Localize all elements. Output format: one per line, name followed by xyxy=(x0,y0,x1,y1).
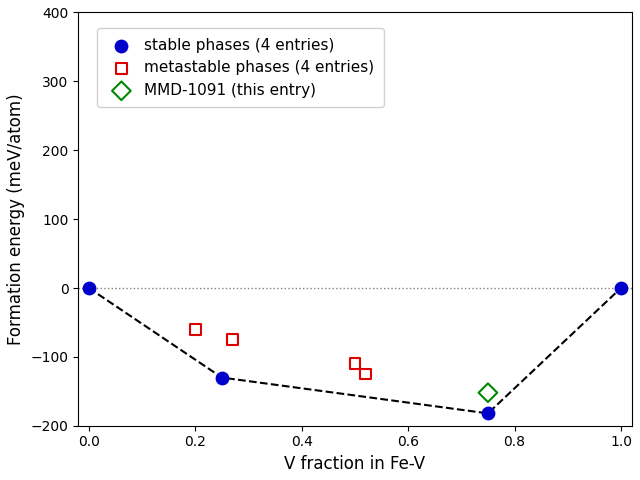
Y-axis label: Formation energy (meV/atom): Formation energy (meV/atom) xyxy=(7,93,25,345)
stable phases (4 entries) xyxy=(616,284,626,292)
stable phases (4 entries) xyxy=(84,284,94,292)
metastable phases (4 entries) xyxy=(190,325,200,333)
MMD-1091 (this entry) xyxy=(483,389,493,396)
X-axis label: V fraction in Fe-V: V fraction in Fe-V xyxy=(284,455,426,473)
metastable phases (4 entries) xyxy=(350,360,360,368)
metastable phases (4 entries) xyxy=(227,336,237,344)
stable phases (4 entries) xyxy=(217,374,227,382)
stable phases (4 entries) xyxy=(483,409,493,417)
Legend: stable phases (4 entries), metastable phases (4 entries), MMD-1091 (this entry): stable phases (4 entries), metastable ph… xyxy=(97,28,383,107)
metastable phases (4 entries) xyxy=(360,370,371,378)
